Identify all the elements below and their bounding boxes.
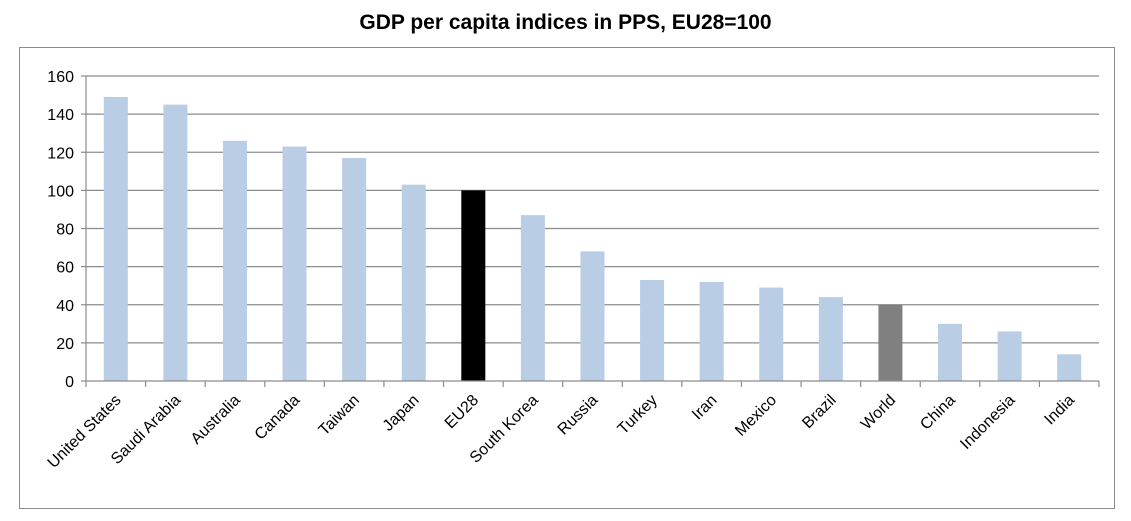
x-tick-label: Australia <box>188 392 244 448</box>
y-tick-label: 160 <box>47 69 74 86</box>
bar-world <box>878 304 903 381</box>
y-tick-label: 20 <box>56 336 74 353</box>
bar-taiwan <box>342 157 367 381</box>
x-tick-label: Indonesia <box>957 392 1018 453</box>
bar-brazil <box>818 297 843 381</box>
y-tick-label: 60 <box>56 260 74 277</box>
x-tick-label: Mexico <box>732 392 780 440</box>
bar-australia <box>222 140 247 381</box>
x-tick-label: World <box>858 392 899 433</box>
axes <box>81 75 1100 387</box>
x-tick-label: Japan <box>380 392 423 435</box>
y-tick-label: 120 <box>47 145 74 162</box>
bar-japan <box>401 184 426 381</box>
bar-china <box>938 323 963 381</box>
x-tick-label: Turkey <box>615 392 661 438</box>
bar-russia <box>580 251 605 381</box>
x-tick-label: China <box>917 392 959 434</box>
bar-eu28 <box>461 190 486 381</box>
x-tick-label: Canada <box>252 392 304 444</box>
y-tick-label: 100 <box>47 183 74 200</box>
chart-title: GDP per capita indices in PPS, EU28=100 <box>359 11 772 34</box>
y-tick-label: 40 <box>56 298 74 315</box>
x-tick-label: Brazil <box>799 392 839 432</box>
x-tick-label: EU28 <box>442 392 482 432</box>
bar-indonesia <box>997 331 1022 381</box>
y-tick-labels: 0 20 40 60 80 100 120 140 160 <box>47 69 74 391</box>
x-tick-label: India <box>1041 392 1078 429</box>
bar-south-korea <box>520 215 545 381</box>
bar-india <box>1057 354 1082 381</box>
y-tick-label: 80 <box>56 222 74 239</box>
bar-saudi-arabia <box>163 104 188 381</box>
bar-united-states <box>103 96 128 381</box>
y-tick-label: 140 <box>47 107 74 124</box>
bar-turkey <box>640 279 665 381</box>
x-tick-label: Iran <box>689 392 721 424</box>
chart-frame <box>19 47 1115 509</box>
bar-canada <box>282 146 307 381</box>
bars <box>103 96 1082 381</box>
x-tick-label: Taiwan <box>316 392 363 439</box>
bar-iran <box>699 281 724 381</box>
bar-mexico <box>759 287 784 381</box>
y-tick-label: 0 <box>65 374 74 391</box>
x-tick-label: Russia <box>555 392 602 439</box>
